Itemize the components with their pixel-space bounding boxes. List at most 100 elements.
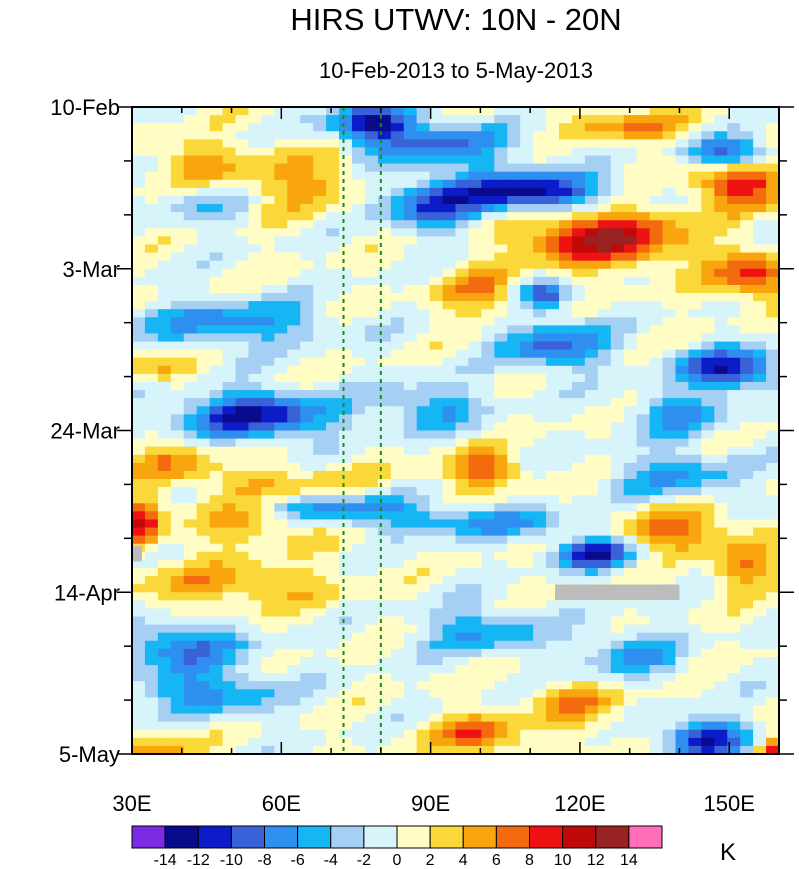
field-cell — [416, 737, 431, 747]
field-cell — [520, 576, 534, 585]
field-cell — [649, 236, 664, 246]
field-cell — [235, 406, 250, 415]
field-cell — [326, 301, 340, 310]
field-cell — [377, 640, 392, 650]
field-cell — [559, 648, 573, 658]
field-cell — [364, 470, 379, 480]
field-cell — [300, 519, 314, 529]
field-cell — [170, 503, 185, 512]
field-cell — [274, 511, 288, 521]
colorbar-box — [330, 825, 365, 849]
field-cell — [248, 462, 262, 472]
field-cell — [209, 495, 224, 504]
field-cell — [766, 648, 779, 658]
field-cell — [533, 365, 547, 375]
field-cell — [170, 632, 185, 642]
field-cell — [610, 608, 625, 618]
field-cell — [429, 608, 444, 618]
field-cell — [766, 398, 779, 407]
field-cell — [429, 721, 444, 731]
field-cell — [364, 681, 379, 690]
field-cell — [351, 390, 366, 399]
field-cell — [183, 454, 198, 464]
field-cell — [753, 398, 767, 407]
field-cell — [235, 721, 250, 731]
field-cell — [261, 745, 275, 754]
field-cell — [364, 729, 379, 739]
field-cell — [287, 754, 301, 763]
field-cell — [326, 276, 340, 286]
field-cell — [287, 438, 301, 448]
field-cell — [170, 422, 185, 432]
field-cell — [494, 681, 508, 690]
field-cell — [533, 381, 547, 391]
field-cell — [196, 301, 211, 310]
field-cell — [313, 567, 327, 577]
field-cell — [339, 430, 353, 440]
field-cell — [300, 527, 314, 537]
field-cell — [261, 454, 275, 464]
field-cell — [507, 381, 521, 391]
field-cell — [714, 365, 728, 375]
field-cell — [364, 398, 379, 407]
field-cell — [171, 754, 185, 763]
field-cell — [662, 365, 677, 375]
field-cell — [339, 559, 353, 569]
field-cell — [209, 673, 224, 682]
field-cell — [636, 673, 651, 682]
field-cell — [326, 665, 340, 674]
field-cell — [403, 535, 418, 545]
field-cell — [209, 228, 224, 237]
field-cell — [170, 567, 185, 577]
field-cell — [675, 365, 690, 375]
field-cell — [442, 381, 457, 391]
field-cell — [779, 390, 793, 399]
field-cell — [339, 616, 353, 626]
field-cell — [390, 381, 405, 391]
field-cell — [623, 665, 638, 674]
field-cell — [520, 179, 534, 189]
field-cell — [533, 721, 547, 731]
field-cell — [339, 600, 353, 610]
field-cell — [675, 244, 690, 254]
field-cell — [248, 187, 262, 197]
field-cell — [507, 689, 521, 698]
field-cell — [196, 697, 211, 707]
field-cell — [701, 754, 715, 763]
field-cell — [183, 155, 198, 165]
field-cell — [766, 495, 779, 504]
field-cell — [571, 131, 586, 140]
field-cell — [520, 745, 534, 754]
field-cell — [779, 511, 793, 520]
field-cell — [649, 293, 664, 302]
field-cell — [740, 656, 754, 666]
field-cell — [339, 495, 353, 504]
field-cell — [468, 236, 482, 246]
field-cell — [183, 656, 198, 666]
field-cell — [274, 673, 288, 682]
field-cell — [132, 147, 146, 157]
field-cell — [753, 567, 767, 577]
field-cell — [533, 398, 547, 407]
field-cell — [196, 390, 211, 399]
field-cell — [248, 681, 262, 690]
field-cell — [144, 155, 159, 165]
field-cell — [675, 608, 690, 618]
field-cell — [584, 123, 599, 132]
field-cell — [520, 713, 534, 723]
field-cell — [636, 373, 651, 383]
field-cell — [753, 713, 767, 723]
field-cell — [571, 713, 586, 723]
field-cell — [597, 204, 612, 213]
field-cell — [390, 454, 405, 464]
field-cell — [468, 567, 482, 577]
field-cell — [766, 697, 779, 707]
field-cell — [701, 414, 715, 424]
field-cell — [623, 414, 638, 424]
field-cell — [416, 276, 431, 286]
field-cell — [170, 220, 185, 229]
field-cell — [261, 503, 275, 512]
field-cell — [714, 123, 728, 132]
field-cell — [494, 390, 508, 399]
field-cell — [766, 276, 779, 286]
